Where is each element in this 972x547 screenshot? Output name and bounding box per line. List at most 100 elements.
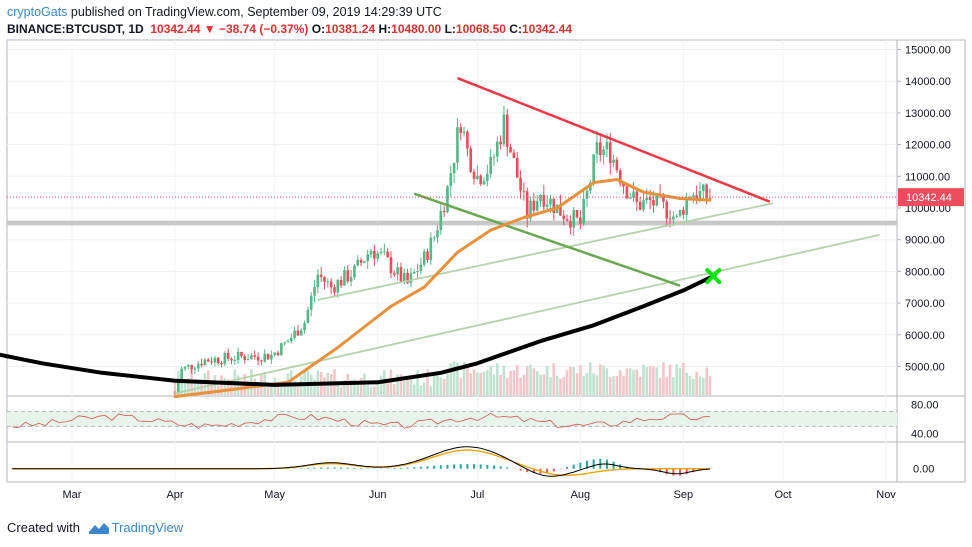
volume-bar [655,367,659,395]
macd-histogram-bar [419,466,422,469]
candle-body [399,267,403,282]
x-tick-label: Mar [63,489,82,501]
macd-histogram-bar [353,467,356,469]
volume-bar [293,380,296,395]
volume-bar [648,366,652,395]
volume-bar [296,385,300,395]
macd-histogram-bar [426,466,429,469]
candle-body [489,156,492,174]
candle-body [452,162,456,174]
candle-body [572,210,576,228]
volume-bar [270,384,273,395]
candle-body [672,216,675,220]
volume-bar [705,367,708,395]
volume-bar [452,361,456,395]
volume-bar [476,372,479,395]
candle-body [479,175,482,185]
volume-bar [416,370,419,395]
candle-body [313,287,316,296]
last-price: 10342.44 [150,22,201,36]
author-link[interactable]: cryptoGats [7,5,68,19]
volume-bar [502,365,506,395]
volume-bar [575,373,579,395]
macd-histogram-bar [486,464,489,469]
macd-histogram-bar [692,468,695,473]
macd-histogram-bar [592,459,595,469]
volume-bar [665,376,669,395]
candle-body [549,198,552,205]
volume-bar [280,386,283,395]
volume-bar [668,364,672,395]
volume-bar [376,382,379,395]
y-tick-label: 14000.00 [905,76,951,88]
oscillator-tick-label: 80.00 [911,399,939,411]
candle-body [193,368,197,370]
volume-bar [532,368,536,395]
x-tick-label: Apr [166,489,183,501]
candle-body [416,271,419,273]
candle-body [389,257,393,274]
candle-body [243,356,247,361]
candle-body [306,309,310,323]
volume-bar [469,373,473,395]
volume-bar [598,364,602,395]
candle-body [562,215,566,220]
volume-bar [373,386,376,395]
candle-body [505,114,509,147]
candle-body [532,200,536,211]
volume-bar [529,364,532,395]
volume-bar [622,375,625,395]
volume-bar [515,364,519,395]
candle-body [406,273,409,284]
candle-body [226,352,230,359]
candle-body [346,270,350,282]
candle-body [486,173,489,182]
candle-body [349,277,353,282]
tradingview-logo-icon [88,523,109,534]
macd-tick-label: 0.00 [913,464,934,476]
candle-body [688,196,692,199]
candle-body [449,173,453,187]
candle-body [236,351,240,360]
volume-bar [512,370,516,395]
tradingview-brand[interactable]: TradingView [111,520,184,535]
volume-bar [429,386,433,395]
volume-bar [592,373,595,395]
macd-histogram-bar [659,468,662,473]
candle-body [545,204,549,207]
volume-bar [652,366,655,395]
candle-body [675,215,679,217]
volume-bar [695,371,698,395]
candle-body [422,251,426,265]
candle-body [515,157,519,178]
candle-body [359,259,363,263]
candle-body [698,191,702,201]
oscillator-band [7,411,897,427]
volume-bar [572,367,576,395]
candle-body [622,183,625,187]
candle-body [180,368,183,383]
candle-body [559,204,562,216]
volume-bar [432,373,436,395]
candle-body [692,195,695,197]
volume-bar [449,363,453,395]
candle-body [509,146,512,153]
candle-body [645,197,649,201]
macd-histogram-bar [546,468,549,474]
y-tick-label: 11000.00 [905,171,950,183]
candle-body [373,251,376,259]
open-value: 10381.24 [325,22,376,36]
candle-body [499,141,502,145]
volume-bar [412,384,416,395]
volume-bar [392,384,396,395]
volume-bar [406,379,409,395]
candle-body [289,337,293,342]
volume-bar [499,374,502,395]
macd-histogram-bar [479,464,482,469]
volume-bar [183,382,187,395]
candle-body [605,142,609,150]
y-tick-label: 12000.00 [905,140,951,152]
created-with-text: Created with [7,520,80,535]
volume-bar [339,386,343,395]
